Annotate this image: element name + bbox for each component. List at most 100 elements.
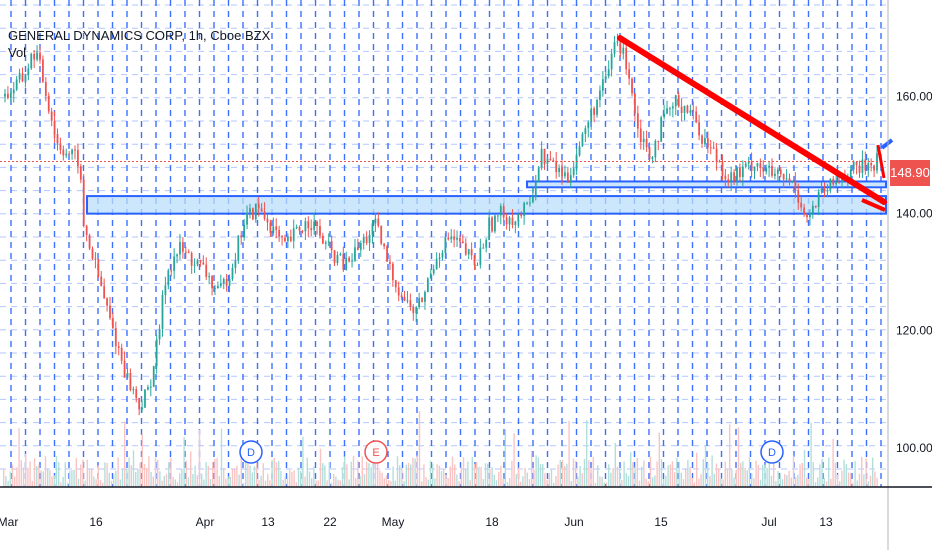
volume-bar: [308, 471, 311, 487]
candle-body: [211, 276, 213, 289]
volume-bar: [172, 476, 174, 487]
candle-body: [161, 295, 164, 329]
y-tick-label: 160.00: [896, 90, 932, 104]
volume-bar: [478, 466, 480, 487]
volume-bar: [181, 469, 183, 487]
volume-bar: [630, 452, 632, 487]
candle-body: [841, 177, 843, 183]
volume-bar: [643, 460, 645, 487]
candle-body: [470, 249, 473, 256]
volume-bar: [368, 463, 370, 487]
volume-bar: [456, 474, 458, 487]
volume-bar: [781, 479, 784, 487]
volume-bar: [154, 457, 157, 487]
volume-bar: [165, 473, 168, 487]
volume-bar: [757, 465, 759, 487]
candle-body: [741, 166, 744, 178]
support-zone-wide: [86, 195, 887, 215]
volume-bar: [801, 462, 803, 487]
volume-bar: [665, 475, 667, 487]
volume-bar: [755, 460, 757, 487]
candle-body: [30, 53, 33, 69]
candle-body: [266, 218, 269, 223]
volume-bar: [168, 462, 170, 487]
volume-bar: [696, 452, 698, 487]
volume-bar: [445, 474, 447, 487]
volume-bar: [660, 459, 663, 487]
candle-body: [365, 237, 368, 243]
candle-body: [864, 159, 867, 171]
candle-body: [861, 159, 864, 173]
candle-body: [21, 73, 24, 82]
volume-bar: [544, 473, 546, 487]
volume-bar: [570, 481, 572, 487]
volume-bar: [814, 482, 817, 487]
candle-body: [269, 222, 272, 233]
volume-bar: [396, 456, 399, 487]
candle-body: [39, 52, 41, 60]
volume-bar: [344, 456, 346, 487]
candle-body: [774, 173, 776, 176]
volume-bar: [258, 479, 260, 487]
last-price-tag: 148.90: [890, 160, 930, 186]
candle-body: [173, 256, 176, 271]
volume-bar: [735, 469, 737, 487]
volume-bar: [482, 479, 484, 487]
candle-body: [593, 108, 596, 115]
candle-body: [479, 247, 482, 265]
candle-body: [406, 300, 409, 302]
candle-body: [636, 113, 639, 129]
volume-bar: [561, 459, 564, 487]
y-tick-label: 140.00: [896, 207, 932, 221]
volume-bar: [306, 457, 308, 487]
volume-bar: [95, 479, 97, 487]
volume-bar: [69, 470, 71, 487]
volume-bar: [737, 427, 740, 487]
volume-bar: [170, 457, 172, 487]
volume-bar: [568, 420, 570, 487]
volume-bar: [539, 464, 542, 487]
candle-body: [753, 166, 756, 171]
volume-bar: [66, 482, 69, 487]
candle-body: [555, 161, 558, 173]
x-tick-label: 18: [485, 515, 499, 529]
volume-bar: [513, 433, 515, 487]
candle-body: [368, 234, 371, 243]
candle-body: [141, 407, 143, 410]
volume-bar: [707, 463, 709, 487]
volume-bar: [9, 471, 11, 487]
volume-bar: [223, 467, 225, 487]
symbol-title: GENERAL DYNAMICS CORP, 1h, Cboe BZX: [8, 28, 271, 43]
candle-body: [330, 241, 333, 251]
volume-bar: [229, 476, 231, 487]
candle-body: [689, 110, 692, 113]
volume-bar: [121, 469, 124, 487]
volume-bar: [632, 462, 634, 487]
candle-body: [389, 261, 391, 264]
candle-body: [631, 78, 633, 94]
candle-body: [517, 213, 520, 222]
volume-bar: [436, 464, 438, 487]
candle-body: [18, 73, 21, 80]
candle-body: [243, 224, 246, 238]
candle-body: [126, 373, 129, 378]
volume-bar: [740, 462, 742, 487]
volume-bar: [555, 476, 557, 487]
y-tick-label: 100.00: [896, 441, 932, 455]
volume-bar: [126, 469, 128, 487]
volume-bar: [77, 478, 80, 487]
candle-body: [739, 167, 741, 178]
volume-bar: [454, 464, 456, 487]
volume-bar: [251, 472, 253, 487]
candle-body: [873, 165, 875, 171]
volume-bar: [438, 465, 440, 487]
volume-bar: [352, 455, 355, 487]
candle-body: [196, 260, 199, 265]
volume-bar: [770, 475, 773, 487]
candle-body: [53, 120, 56, 135]
candle-body: [251, 208, 254, 220]
candle-body: [409, 300, 412, 307]
volume-bar: [790, 477, 792, 487]
